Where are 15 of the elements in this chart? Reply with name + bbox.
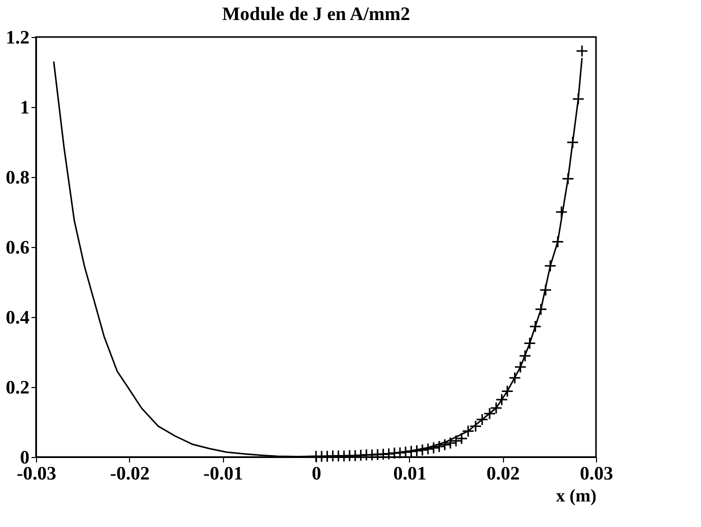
y-tick-label: 0.6: [6, 238, 30, 258]
x-tick-label: -0.03: [16, 464, 56, 484]
y-tick-label: 1.2: [6, 28, 30, 48]
y-tick-label: 0.8: [6, 168, 30, 188]
x-tick-label: 0.02: [486, 464, 520, 484]
chart-title: Module de J en A/mm2: [222, 4, 410, 25]
x-tick-label: -0.01: [203, 464, 243, 484]
y-tick-label: 0.4: [6, 308, 30, 328]
x-tick-label: 0: [312, 464, 322, 484]
x-tick-label: 0.01: [393, 464, 426, 484]
x-tick-label: -0.02: [110, 464, 150, 484]
y-tick-label: 0.2: [6, 378, 30, 398]
x-axis-title: x (m): [556, 486, 597, 506]
x-tick-label: 0.03: [580, 464, 614, 484]
y-tick-label: 1: [20, 98, 30, 118]
